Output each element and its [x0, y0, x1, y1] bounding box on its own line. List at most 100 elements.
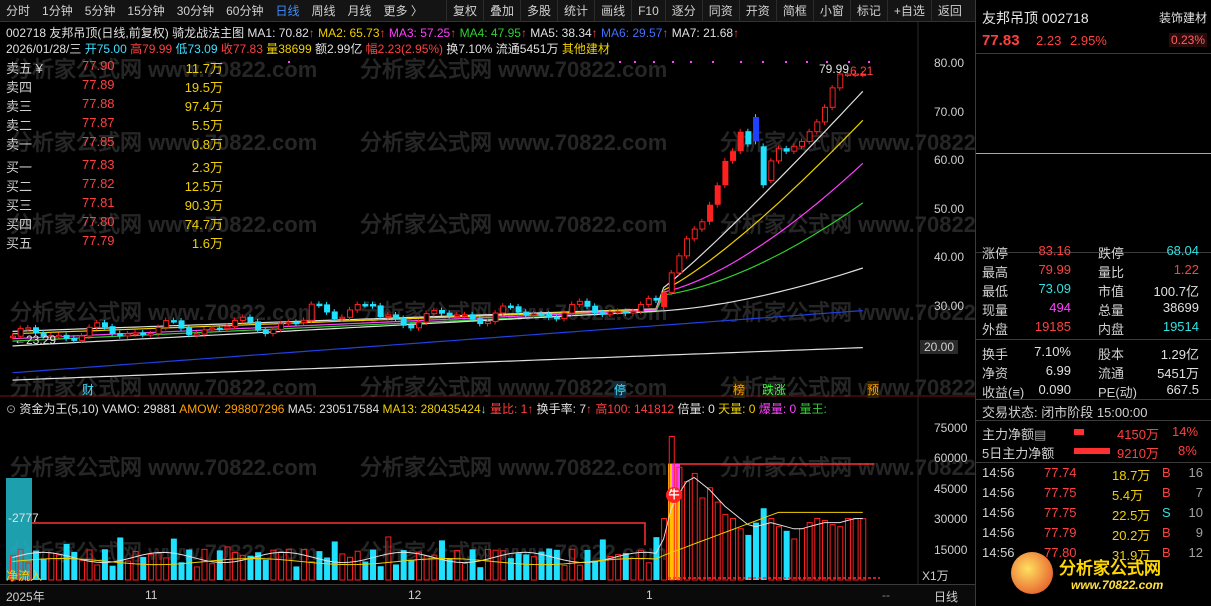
candle-body	[714, 185, 721, 205]
indicator-name[interactable]: 骑龙战法主图	[172, 26, 245, 40]
tool-biaoji[interactable]: 标记	[849, 0, 887, 22]
volume-bar	[101, 549, 108, 580]
period-60min[interactable]: 60分钟	[226, 3, 264, 18]
ma1-line	[12, 90, 864, 332]
candle-body	[32, 327, 39, 334]
period-30min[interactable]: 30分钟	[176, 3, 215, 18]
date-axis: 2025年 11 12 1 -- 日线	[0, 584, 975, 606]
tool-zhufen[interactable]: 逐分	[664, 0, 702, 22]
period-1min[interactable]: 1分钟	[42, 3, 73, 18]
bid-row[interactable]: 买五 77.79 1.6万	[0, 232, 235, 251]
volume-bar	[454, 549, 461, 581]
tool-xiaochuang[interactable]: 小窗	[812, 0, 850, 22]
gear-icon[interactable]: ⊙	[6, 402, 17, 416]
huanshou-value: 换手率: 7	[536, 402, 587, 416]
tool-tongzi[interactable]: 同资	[701, 0, 739, 22]
period-label[interactable]: 日线	[934, 590, 959, 604]
candle-body	[48, 335, 55, 338]
period-15min[interactable]: 15分钟	[127, 3, 165, 18]
stat-label: 净资	[982, 366, 1009, 381]
event-ting[interactable]: 停	[614, 381, 627, 398]
volume-bar	[193, 566, 200, 581]
bid-row[interactable]: 买三 77.81 90.3万	[0, 194, 235, 213]
indicator-title[interactable]: 资金为王(5,10)	[19, 402, 99, 416]
tick-row[interactable]: 14:56 77.75 22.5万 S 10	[976, 504, 1211, 523]
candle-body	[239, 316, 246, 321]
candle-body	[852, 73, 859, 77]
bid-row[interactable]: 买二 77.82 12.5万	[0, 175, 235, 194]
ask-row[interactable]: 卖二 77.87 5.5万	[0, 114, 235, 133]
period-daily[interactable]: 日线	[275, 3, 300, 18]
orderbook-divider	[976, 153, 1211, 154]
info-sector[interactable]: 其他建材	[561, 42, 610, 56]
trade-status: 交易状态: 闭市阶段 15:00:00	[982, 405, 1148, 420]
candle-body	[170, 320, 177, 323]
volume-bar	[645, 562, 652, 581]
ask-row[interactable]: 卖三 77.88 97.4万	[0, 95, 235, 114]
period-more[interactable]: 更多 〉	[383, 3, 423, 18]
event-cai[interactable]: 财	[82, 383, 95, 397]
scroll-handle-icon[interactable]: --	[882, 588, 890, 602]
date-1: 1	[646, 588, 653, 602]
candle-body	[301, 319, 308, 324]
tick-row[interactable]: 14:56 77.79 20.2万 B 9	[976, 524, 1211, 543]
tool-duogu[interactable]: 多股	[520, 0, 557, 22]
volume-bar	[607, 555, 614, 581]
candle-body	[423, 313, 430, 323]
tick-side: B	[1162, 545, 1171, 560]
period-fenshi[interactable]: 分时	[6, 3, 31, 18]
stat-value: 0.090	[1038, 382, 1071, 397]
volume-bar	[63, 543, 70, 580]
tool-diejia[interactable]: 叠加	[483, 0, 520, 22]
candle-body	[147, 333, 154, 336]
kline-chart[interactable]: 分析家公式网 www.70822.com 分析家公式网 www.70822.com…	[0, 0, 975, 606]
ask-row[interactable]: 卖四 77.89 19.5万	[0, 76, 235, 95]
tool-add-favorite[interactable]: +自选	[886, 0, 931, 22]
period-5min[interactable]: 5分钟	[84, 3, 116, 18]
bid-volume: 90.3万	[184, 198, 223, 213]
stat-value: 667.5	[1166, 382, 1199, 397]
stat-value: 1.29亿	[1160, 347, 1199, 362]
tick-volume: 18.7万	[1112, 468, 1151, 483]
bid-row[interactable]: 买四 77.80 74.7万	[0, 213, 235, 232]
ma7-value: MA7: 21.68	[671, 26, 734, 40]
stat-label: PE(动)	[1098, 385, 1138, 400]
tool-jiankuang[interactable]: 简框	[775, 0, 813, 22]
volume-bar	[308, 561, 315, 581]
tool-kaizi[interactable]: 开资	[738, 0, 776, 22]
event-yu[interactable]: 预	[867, 381, 880, 398]
period-weekly[interactable]: 周线	[311, 3, 336, 18]
tick-row[interactable]: 14:56 77.74 18.7万 B 16	[976, 464, 1211, 483]
candle-body	[607, 311, 614, 315]
volume-bar	[860, 518, 867, 581]
event-bang[interactable]: 榜	[733, 381, 746, 398]
tool-f10[interactable]: F10	[631, 0, 665, 22]
tool-fuquan[interactable]: 复权	[446, 0, 483, 22]
candle-body	[500, 305, 507, 314]
event-diezhang[interactable]: 跌涨	[762, 383, 787, 397]
candle-body	[691, 228, 698, 240]
signal-dot	[785, 61, 787, 63]
sector-badge[interactable]: 装饰建材	[1158, 11, 1207, 25]
ask-row[interactable]: 卖五 ¥ 77.90 11.7万	[0, 57, 235, 76]
ask-row[interactable]: 卖一 77.85 0.8万	[0, 133, 235, 152]
tick-side: B	[1162, 465, 1171, 480]
candle-body	[132, 332, 139, 335]
ask-volume: 97.4万	[184, 99, 223, 114]
tool-back[interactable]: 返回	[930, 0, 968, 22]
candle-body	[730, 151, 737, 161]
stat-row: 净资 6.99 流通 5451万	[976, 362, 1211, 381]
candle-body	[94, 322, 101, 328]
ma3-value: MA3: 57.25	[388, 26, 451, 40]
ma6-line	[12, 310, 863, 374]
info-low: 低73.09	[175, 42, 218, 56]
bid-row[interactable]: 买一 77.83 2.3万	[0, 156, 235, 175]
tick-row[interactable]: 14:56 77.80 31.9万 B 12	[976, 544, 1211, 563]
volume-bar	[615, 554, 622, 581]
bid-label: 买三	[6, 198, 33, 213]
volume-bar	[25, 562, 32, 581]
period-monthly[interactable]: 月线	[347, 3, 372, 18]
tool-huaxian[interactable]: 画线	[594, 0, 631, 22]
tool-tongji[interactable]: 统计	[557, 0, 594, 22]
tick-row[interactable]: 14:56 77.75 5.4万 B 7	[976, 484, 1211, 503]
